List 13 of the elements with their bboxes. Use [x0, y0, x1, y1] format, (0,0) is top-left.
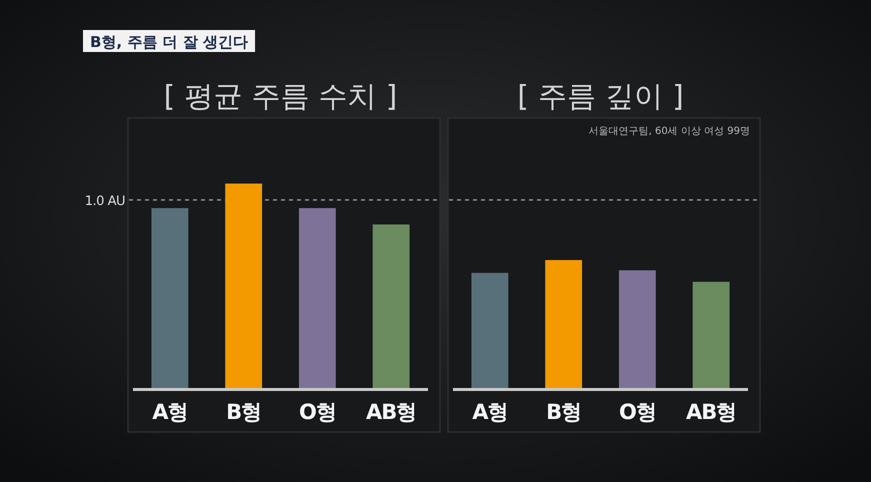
x-tick-label: AB형: [366, 400, 416, 424]
x-tick-label: O형: [618, 400, 656, 424]
annotation: 서울대연구팀, 60세 이상 여성 99명: [588, 126, 750, 137]
x-tick-label: B형: [226, 400, 262, 424]
x-tick-label: O형: [298, 400, 336, 424]
header-title: B형, 주름 더 잘 생긴다: [90, 33, 248, 51]
x-tick-label: AB형: [686, 400, 736, 424]
chart-title: [ 주름 깊이 ]: [517, 79, 684, 113]
ref-line-label: 1.0 AU: [84, 194, 125, 209]
x-tick-label: A형: [472, 400, 508, 424]
x-tick-label: A형: [152, 400, 188, 424]
x-tick-label: B형: [546, 400, 582, 424]
chart-title: [ 평균 주름 수치 ]: [164, 79, 398, 113]
